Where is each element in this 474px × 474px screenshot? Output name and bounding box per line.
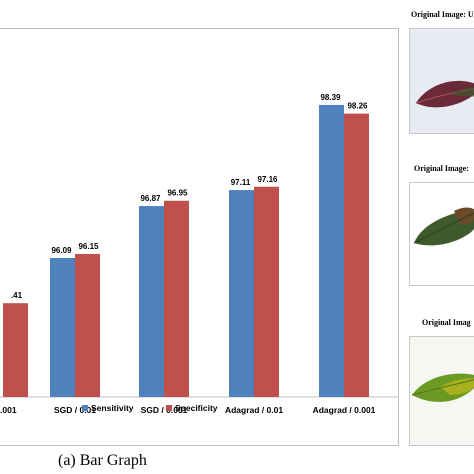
- x-tick-label-4: Adagrad / 0.001: [313, 405, 376, 415]
- leaf-1-icon: [410, 29, 474, 133]
- legend-label-sensitivity: Sensitivity: [91, 403, 134, 413]
- thumbnail-title-2: Original Image:: [414, 164, 469, 173]
- bar-sensitivity-3: [229, 190, 254, 397]
- bar-sensitivity-4: [319, 104, 344, 398]
- bar-specificity-1: [75, 253, 100, 397]
- x-tick-label-3: Adagrad / 0.01: [225, 405, 283, 415]
- bar-specificity-2: [164, 200, 189, 397]
- data-label-sensitivity-2: 96.87: [140, 194, 161, 203]
- legend-swatch-specificity: [166, 405, 172, 411]
- bar-sensitivity-1: [50, 257, 75, 397]
- bar-chart: .41 .001 96.09 96.15 SGD / 0.01 96.87 96.95 SGD…: [0, 93, 398, 415]
- data-label-sensitivity-1: 96.09: [51, 246, 72, 255]
- data-label-sensitivity-4: 98.39: [320, 93, 341, 102]
- bar-specificity-4: [344, 113, 369, 397]
- x-tick-label-0: .001: [0, 405, 17, 415]
- data-label-sensitivity-3: 97.11: [231, 178, 251, 187]
- bar-chart-panel: .41 .001 96.09 96.15 SGD / 0.01 96.87 96.95 SGD…: [0, 28, 399, 446]
- leaf-image-3: [409, 336, 474, 446]
- data-label-specificity-0: .41: [11, 291, 23, 300]
- data-label-specificity-3: 97.16: [257, 175, 278, 184]
- figure-caption: (a) Bar Graph: [58, 452, 147, 469]
- data-label-specificity-2: 96.95: [167, 189, 188, 198]
- data-label-specificity-1: 96.15: [78, 242, 99, 251]
- leaf-3-icon: [410, 337, 474, 445]
- leaf-image-2: [409, 182, 474, 286]
- leaf-2-icon: [410, 183, 474, 285]
- legend-label-specificity: Specificity: [175, 403, 218, 413]
- bar-specificity-0: [3, 303, 28, 397]
- bar-sensitivity-2: [139, 206, 164, 397]
- x-tick-label-2: SGD / 0.001: [141, 405, 188, 415]
- leaf-image-1: [409, 28, 474, 134]
- thumbnail-title-1: Original Image: U: [411, 10, 474, 19]
- x-tick-label-1: SGD / 0.01: [54, 405, 96, 415]
- thumbnail-title-3: Original Imag: [422, 318, 471, 327]
- bar-specificity-3: [254, 186, 279, 397]
- legend-swatch-sensitivity: [82, 405, 88, 411]
- data-label-specificity-4: 98.26: [347, 102, 368, 111]
